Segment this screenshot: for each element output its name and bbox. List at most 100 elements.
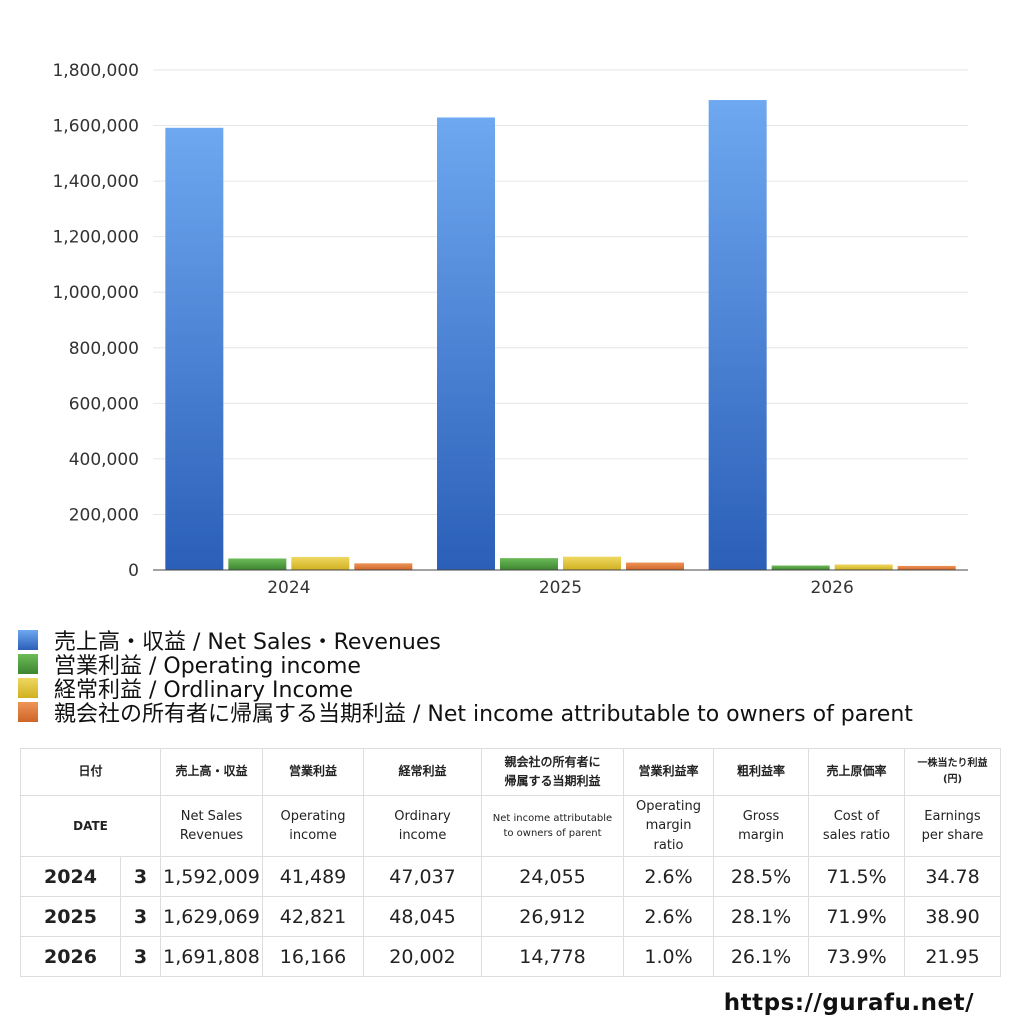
x-tick-label: 2025 xyxy=(539,578,582,598)
header-cost-en: Cost of sales ratio xyxy=(808,795,906,857)
header-eps-en-line2: per share xyxy=(921,828,984,843)
header-op-margin-en: Operating margin ratio xyxy=(623,795,715,857)
header-ordinary-en-line2: income xyxy=(398,828,447,843)
cell-month: 3 xyxy=(119,896,162,937)
cell-operating: 16,166 xyxy=(262,936,365,977)
header-sales-en: Net Sales Revenues xyxy=(160,795,264,857)
legend-item-sales: 売上高・収益 / Net Sales・Revenues xyxy=(18,628,913,655)
header-cost-en-line1: Cost of xyxy=(833,808,880,824)
header-operating-jp: 営業利益 xyxy=(262,748,365,796)
legend-label-net-income: 親会社の所有者に帰属する当期利益 / Net income attributab… xyxy=(54,702,913,727)
cell-op-margin: 1.0% xyxy=(623,936,715,977)
cell-op-margin: 2.6% xyxy=(623,896,715,937)
axes: 0 200,000 400,000 600,000 800,000 1,000,000 1,… xyxy=(52,61,968,598)
header-gross-en-line2: margin xyxy=(738,828,784,843)
bar xyxy=(354,563,413,570)
bar xyxy=(563,556,621,570)
chart-legend: 売上高・収益 / Net Sales・Revenues 営業利益 / Opera… xyxy=(18,628,913,727)
bar xyxy=(228,558,287,570)
header-op-margin-en-line1: Operating xyxy=(636,798,702,814)
cell-ordinary: 48,045 xyxy=(363,896,483,937)
header-op-margin-jp: 営業利益率 xyxy=(623,748,715,796)
table-header-jp: 日付 売上高・収益 営業利益 経常利益 親会社の所有者に 帰属する当期利益 営業… xyxy=(19,748,1002,796)
x-tick-label: 2024 xyxy=(267,578,310,598)
cell-sales: 1,592,009 xyxy=(160,856,264,897)
table-header-en: DATE Net Sales Revenues Operating income… xyxy=(19,795,1002,857)
header-net-jp-line2: 帰属する当期利益 xyxy=(504,774,601,788)
bar xyxy=(897,565,956,570)
cell-year: 2024 xyxy=(20,856,121,897)
bar xyxy=(626,562,684,570)
header-op-margin-en-line3: ratio xyxy=(653,837,684,853)
header-ordinary-en-line1: Ordinary xyxy=(394,808,451,824)
header-date-en: DATE xyxy=(19,795,162,857)
financial-table: 日付 売上高・収益 営業利益 経常利益 親会社の所有者に 帰属する当期利益 営業… xyxy=(19,748,1002,977)
header-ordinary-en: Ordinary income xyxy=(363,795,483,857)
header-gross-en: Gross margin xyxy=(713,795,810,857)
bar xyxy=(834,564,893,570)
header-eps-jp-line2: (円) xyxy=(942,774,963,785)
cell-eps: 21.95 xyxy=(904,936,1002,977)
header-net-en: Net income attributable to owners of par… xyxy=(481,795,625,857)
header-net-jp-line1: 親会社の所有者に xyxy=(504,754,601,769)
bar xyxy=(291,556,350,570)
cell-cost: 71.9% xyxy=(808,896,906,937)
header-operating-en-line2: income xyxy=(289,828,337,843)
cell-eps: 38.90 xyxy=(904,896,1002,937)
table-row: 2024 3 1,592,009 41,489 47,037 24,055 2.… xyxy=(20,856,1002,897)
y-tick-label: 1,400,000 xyxy=(52,172,139,192)
cell-gross: 28.1% xyxy=(713,896,810,937)
header-eps-jp-line1: 一株当たり利益 xyxy=(917,758,988,769)
bar xyxy=(708,100,767,570)
grid-lines xyxy=(153,69,968,515)
cell-eps: 34.78 xyxy=(904,856,1002,897)
y-tick-label: 600,000 xyxy=(69,394,139,414)
cell-net: 14,778 xyxy=(481,936,625,977)
header-net-en-line2: to owners of parent xyxy=(503,828,602,839)
y-tick-label: 1,800,000 xyxy=(52,61,139,81)
legend-item-operating: 営業利益 / Operating income xyxy=(18,652,913,679)
bar xyxy=(165,127,224,571)
header-ordinary-jp: 経常利益 xyxy=(363,748,483,796)
bars xyxy=(165,100,956,571)
cell-operating: 41,489 xyxy=(262,856,365,897)
y-tick-label: 0 xyxy=(128,561,139,581)
y-tick-label: 1,000,000 xyxy=(52,283,139,303)
y-tick-label: 800,000 xyxy=(69,339,139,359)
cell-cost: 71.5% xyxy=(808,856,906,897)
cell-month: 3 xyxy=(119,936,162,977)
cell-sales: 1,629,069 xyxy=(160,896,264,937)
cell-net: 24,055 xyxy=(481,856,625,897)
bar-chart: 0 200,000 400,000 600,000 800,000 1,000,000 1,… xyxy=(52,61,968,598)
legend-swatch-net-income xyxy=(18,702,38,722)
cell-gross: 28.5% xyxy=(713,856,810,897)
bar xyxy=(771,565,830,570)
y-tick-label: 1,600,000 xyxy=(52,117,139,137)
legend-item-ordinary: 経常利益 / Ordlinary Income xyxy=(18,676,913,703)
header-eps-jp: 一株当たり利益 (円) xyxy=(904,748,1002,796)
cell-cost: 73.9% xyxy=(808,936,906,977)
x-tick-label: 2026 xyxy=(811,578,854,598)
cell-month: 3 xyxy=(119,856,162,897)
legend-label-ordinary: 経常利益 / Ordlinary Income xyxy=(54,678,353,703)
table-row: 2026 3 1,691,808 16,166 20,002 14,778 1.… xyxy=(20,936,1002,977)
header-net-jp: 親会社の所有者に 帰属する当期利益 xyxy=(481,748,625,796)
cell-sales: 1,691,808 xyxy=(160,936,264,977)
header-eps-en-line1: Earnings xyxy=(924,808,981,824)
bar xyxy=(437,117,495,570)
legend-swatch-sales xyxy=(18,630,38,650)
cell-ordinary: 20,002 xyxy=(363,936,483,977)
header-cost-en-line2: sales ratio xyxy=(822,828,891,843)
header-gross-en-line1: Gross xyxy=(742,808,780,824)
header-sales-en-line2: Revenues xyxy=(179,828,244,843)
header-gross-jp: 粗利益率 xyxy=(713,748,810,796)
cell-op-margin: 2.6% xyxy=(623,856,715,897)
cell-ordinary: 47,037 xyxy=(363,856,483,897)
header-eps-en: Earnings per share xyxy=(904,795,1002,857)
cell-year: 2025 xyxy=(20,896,121,937)
header-operating-en: Operating income xyxy=(262,795,365,857)
header-net-en-line1: Net income attributable xyxy=(492,813,613,824)
legend-swatch-operating xyxy=(18,654,38,674)
legend-swatch-ordinary xyxy=(18,678,38,698)
y-tick-label: 400,000 xyxy=(69,450,139,470)
